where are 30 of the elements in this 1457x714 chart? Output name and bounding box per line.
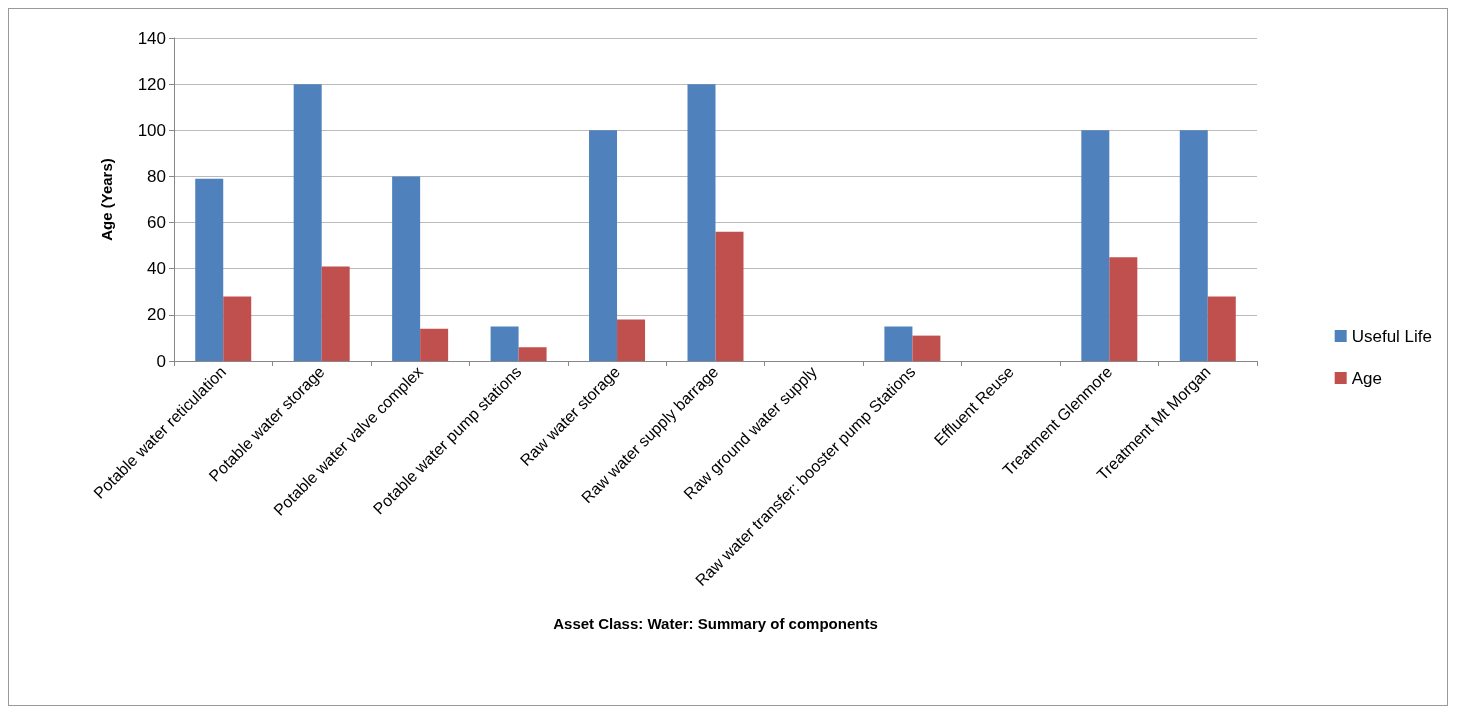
x-axis-title: Asset Class: Water: Summary of components (553, 615, 878, 632)
legend-label: Age (1351, 368, 1382, 388)
bar (518, 347, 547, 361)
y-tick-label: 20 (147, 305, 166, 325)
bar (490, 326, 519, 361)
bar (223, 296, 252, 361)
y-tick-label: 60 (147, 213, 166, 233)
bar (912, 335, 941, 361)
bar (1081, 130, 1110, 361)
bar (1109, 257, 1138, 361)
bar (589, 130, 618, 361)
y-tick-label: 120 (137, 74, 166, 94)
y-tick-label: 100 (137, 120, 166, 140)
y-axis-title: Age (Years) (98, 158, 115, 241)
bar (321, 266, 350, 361)
bar (392, 176, 421, 361)
bar (420, 328, 449, 361)
legend-label: Useful Life (1351, 326, 1433, 346)
bar (293, 84, 322, 361)
y-tick-label: 80 (147, 166, 166, 186)
bar (1179, 130, 1208, 361)
bar (617, 319, 646, 361)
bar (715, 231, 744, 361)
bar (195, 178, 224, 361)
y-tick-label: 140 (137, 28, 166, 48)
bar (884, 326, 913, 361)
bar (1207, 296, 1236, 361)
y-tick-label: 40 (147, 259, 166, 279)
y-tick-label: 0 (156, 351, 166, 371)
bar (687, 84, 716, 361)
